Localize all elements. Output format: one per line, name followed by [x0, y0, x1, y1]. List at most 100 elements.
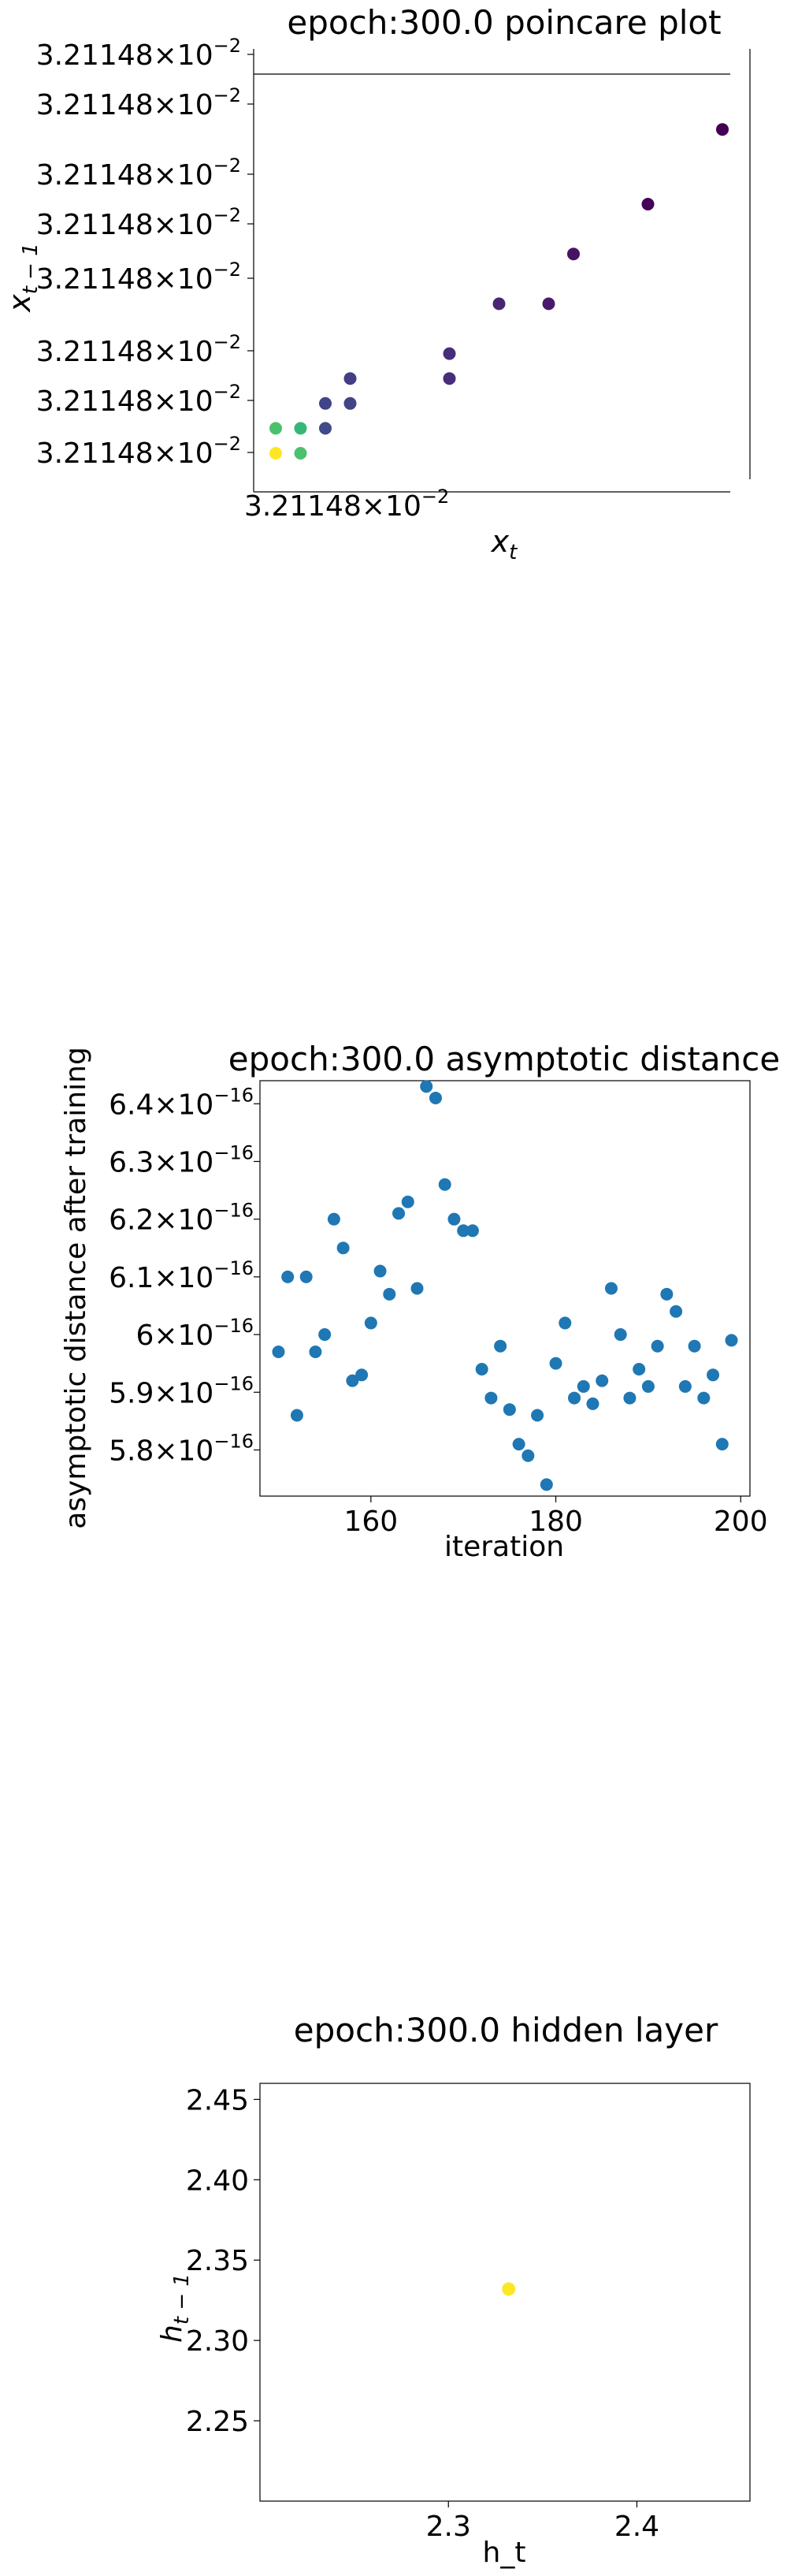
poincare-point: [492, 297, 506, 311]
poincare-xtick-label: 3.21148×10−2: [244, 486, 449, 523]
poincare-ytick-label: 3.21148×10−2: [36, 331, 241, 368]
asymptotic-point: [466, 1224, 479, 1238]
poincare-point: [443, 347, 456, 360]
poincare-point: [567, 248, 580, 261]
asymptotic-point: [623, 1391, 637, 1405]
poincare-point: [443, 372, 456, 385]
hidden-layer-xtick-label: 2.4: [614, 2511, 659, 2543]
poincare-ytick-label: 3.21148×10−2: [36, 433, 241, 470]
hidden-layer-xlabel: h_t: [483, 2537, 526, 2569]
hidden-layer-ytick-label: 2.35: [186, 2245, 249, 2277]
asymptotic-point: [540, 1478, 553, 1491]
poincare-point: [343, 372, 357, 385]
poincare-ytick-label: 3.21148×10−2: [36, 35, 241, 72]
poincare-ytick-label: 3.21148×10−2: [36, 154, 241, 192]
asymptotic-point: [678, 1379, 692, 1393]
asymptotic-point: [327, 1212, 340, 1226]
asymptotic-point: [309, 1346, 322, 1359]
asymptotic-xlabel: iteration: [444, 1531, 564, 1563]
hidden-layer-ytick-label: 2.45: [186, 2084, 249, 2116]
poincare-point: [269, 447, 282, 460]
asymptotic-point: [641, 1379, 655, 1393]
poincare-point: [294, 447, 307, 460]
asymptotic-point: [392, 1207, 406, 1220]
asymptotic-point: [549, 1357, 562, 1370]
asymptotic-point: [725, 1334, 738, 1347]
asymptotic-point: [475, 1362, 488, 1375]
asymptotic-point: [670, 1305, 683, 1318]
poincare-point: [269, 422, 282, 435]
hidden-layer-ytick-label: 2.30: [186, 2325, 249, 2358]
asymptotic-xtick-label: 200: [714, 1506, 768, 1538]
poincare-point: [716, 123, 729, 136]
asymptotic-point: [346, 1374, 359, 1387]
asymptotic-ytick-label: 6.1×10−16: [109, 1257, 254, 1294]
poincare-ytick-label: 3.21148×10−2: [36, 84, 241, 121]
asymptotic-point: [429, 1091, 442, 1104]
poincare-point: [319, 422, 332, 435]
asymptotic-point: [715, 1438, 729, 1451]
asymptotic-point: [457, 1224, 470, 1238]
asymptotic-ytick-label: 6.3×10−16: [109, 1141, 254, 1178]
asymptotic-plot-frame: [259, 1080, 751, 1497]
asymptotic-point: [299, 1270, 313, 1283]
hidden-layer-xtick-label: 2.3: [426, 2511, 471, 2543]
asymptotic-title: epoch:300.0 asymptotic distance: [228, 1040, 780, 1078]
hidden-layer-ytick-label: 2.25: [186, 2406, 249, 2438]
asymptotic-point: [410, 1282, 424, 1295]
asymptotic-point: [420, 1080, 433, 1093]
asymptotic-point: [503, 1403, 516, 1416]
asymptotic-point: [383, 1287, 396, 1301]
asymptotic-point: [559, 1316, 572, 1330]
asymptotic-ytick-label: 5.9×10−16: [109, 1372, 254, 1409]
hidden-layer-chart: epoch:300.0 hidden layer 2.25 2.30 2.35 2.4…: [156, 2011, 751, 2569]
poincare-point: [319, 396, 332, 410]
asymptotic-point: [494, 1339, 507, 1353]
asymptotic-chart: epoch:300.0 asymptotic distance 5.8×10−1…: [60, 1040, 780, 1563]
poincare-point: [641, 198, 655, 210]
asymptotic-ytick-label: 6.2×10−16: [109, 1200, 254, 1237]
asymptotic-point: [651, 1339, 664, 1353]
poincare-point: [343, 396, 357, 410]
asymptotic-point: [438, 1178, 451, 1191]
asymptotic-point: [577, 1379, 590, 1393]
asymptotic-point: [568, 1391, 581, 1405]
asymptotic-point: [614, 1328, 627, 1342]
asymptotic-point: [290, 1409, 303, 1422]
asymptotic-point: [697, 1391, 711, 1405]
asymptotic-xtick-label: 180: [529, 1506, 583, 1538]
asymptotic-point: [531, 1409, 544, 1422]
poincare-ytick-label: 3.21148×10−2: [36, 204, 241, 241]
asymptotic-point: [484, 1391, 498, 1405]
poincare-title: epoch:300.0 poincare plot: [287, 3, 721, 42]
poincare-xlabel: xt: [491, 524, 518, 564]
hidden-layer-title: epoch:300.0 hidden layer: [294, 2011, 718, 2049]
asymptotic-point: [707, 1368, 720, 1382]
asymptotic-point: [633, 1362, 646, 1375]
asymptotic-ytick-label: 6.4×10−16: [109, 1084, 254, 1121]
poincare-chart: epoch:300.0 poincare plot 3.21148×10−23.…: [2, 3, 751, 564]
asymptotic-ylabel: asymptotic distance after training: [60, 1047, 92, 1529]
poincare-ytick-label: 3.21148×10−2: [36, 381, 241, 418]
asymptotic-point: [447, 1212, 461, 1226]
asymptotic-point: [521, 1449, 535, 1462]
asymptotic-point: [355, 1368, 369, 1382]
poincare-point: [294, 422, 307, 435]
poincare-point: [542, 297, 555, 311]
asymptotic-point: [512, 1438, 525, 1451]
hidden-layer-ytick-label: 2.40: [186, 2165, 249, 2197]
hidden-layer-point: [502, 2282, 516, 2296]
asymptotic-ytick-label: 6×10−16: [135, 1315, 254, 1352]
asymptotic-point: [373, 1264, 387, 1278]
asymptotic-xtick-label: 160: [343, 1506, 398, 1538]
poincare-ytick-label: 3.21148×10−2: [36, 259, 241, 296]
asymptotic-point: [336, 1241, 350, 1255]
poincare-ylabel: xt − 1: [2, 243, 43, 313]
asymptotic-point: [604, 1282, 618, 1295]
asymptotic-point: [596, 1374, 609, 1387]
hidden-layer-ylabel: ht − 1: [156, 2273, 194, 2343]
asymptotic-point: [364, 1316, 377, 1330]
asymptotic-point: [586, 1397, 599, 1410]
asymptotic-point: [272, 1346, 285, 1359]
asymptotic-point: [688, 1339, 701, 1353]
